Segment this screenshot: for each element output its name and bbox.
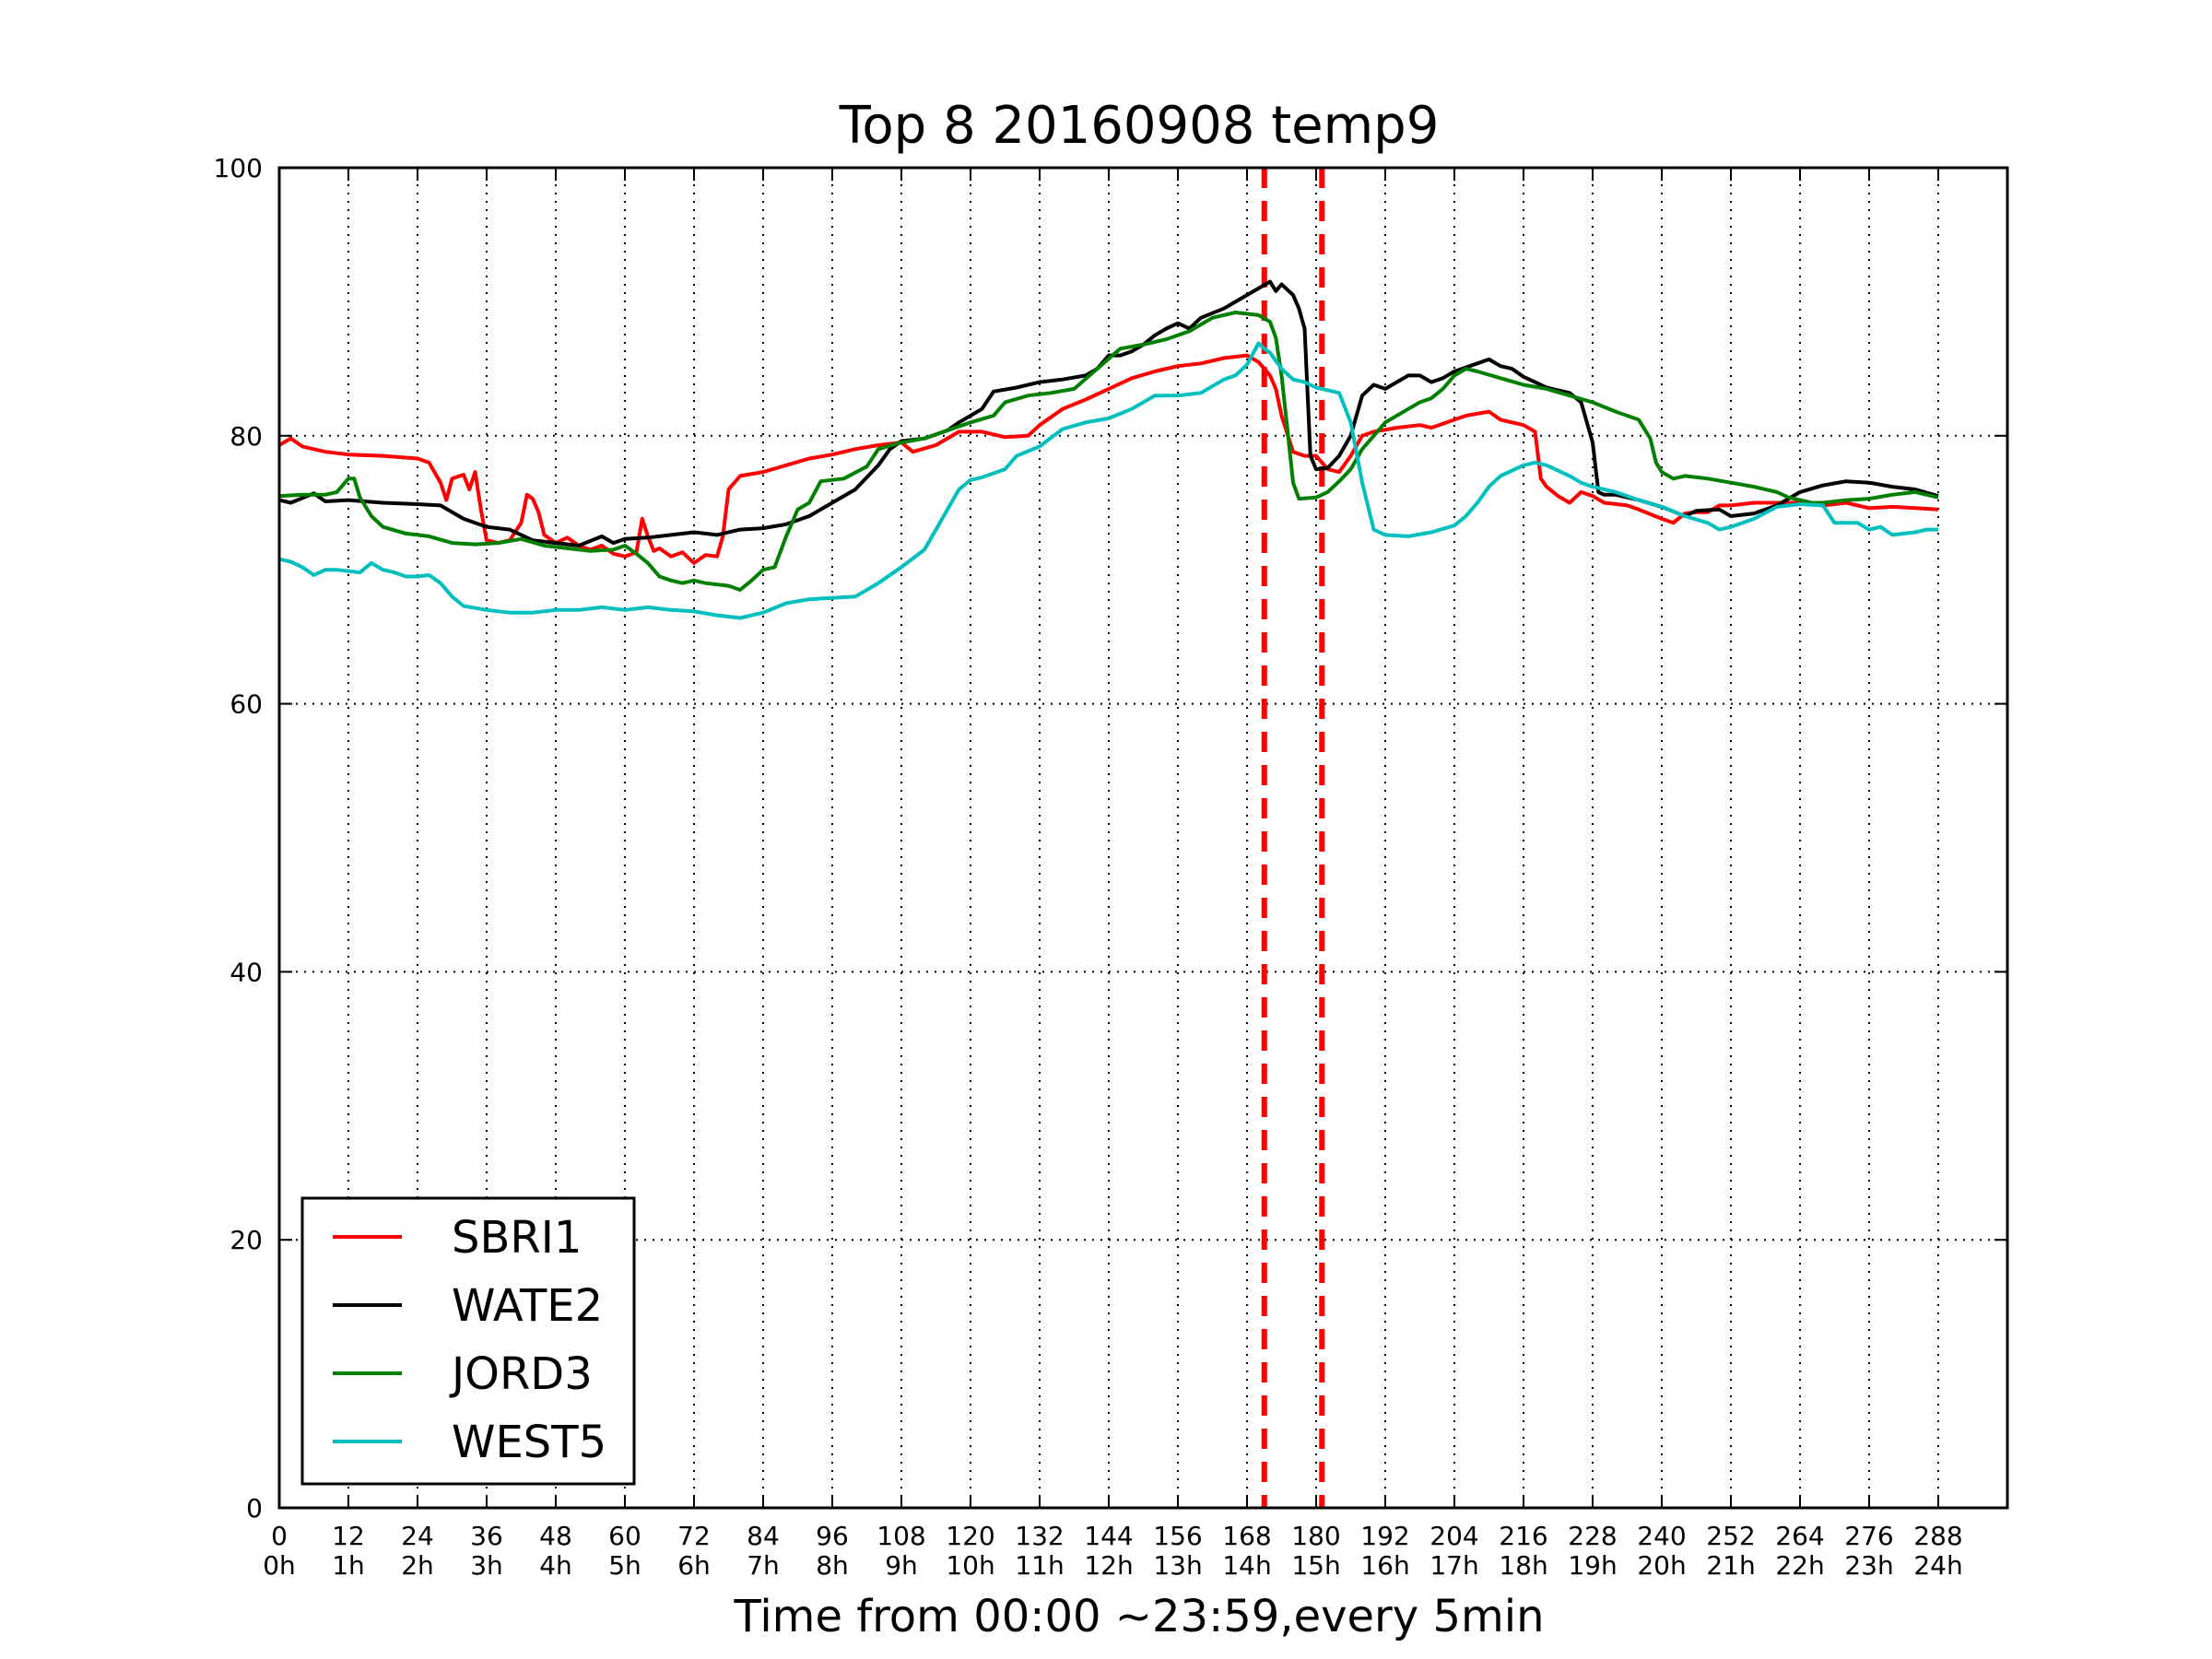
x-tick-sublabel: 14h — [1222, 1550, 1271, 1581]
x-tick-label: 36 — [470, 1521, 503, 1551]
x-tick-label: 48 — [539, 1521, 572, 1551]
series-line-sbri1 — [277, 353, 1939, 565]
x-tick-sublabel: 6h — [677, 1550, 711, 1581]
series-line-west5 — [278, 341, 1938, 620]
vertical-markers — [1261, 168, 1325, 1508]
x-tick-sublabel: 8h — [816, 1550, 849, 1581]
x-tick-sublabel: 10h — [946, 1550, 994, 1581]
x-tick-label: 84 — [747, 1521, 780, 1551]
x-tick-sublabel: 21h — [1706, 1550, 1755, 1581]
x-tick-sublabel: 23h — [1844, 1550, 1893, 1581]
axis-ticks: 00h121h242h363h484h605h726h847h968h1089h… — [214, 153, 2007, 1581]
x-tick-label: 120 — [946, 1521, 994, 1551]
x-tick-sublabel: 4h — [539, 1550, 572, 1581]
x-tick-sublabel: 24h — [1913, 1550, 1962, 1581]
x-tick-sublabel: 11h — [1015, 1550, 1064, 1581]
x-tick-label: 252 — [1706, 1521, 1755, 1551]
x-tick-sublabel: 20h — [1637, 1550, 1686, 1581]
series-line-wate2 — [278, 279, 1939, 547]
x-tick-label: 12 — [332, 1521, 365, 1551]
x-tick-label: 216 — [1499, 1521, 1547, 1551]
x-tick-sublabel: 7h — [747, 1550, 780, 1581]
x-tick-label: 288 — [1913, 1521, 1962, 1551]
x-tick-sublabel: 15h — [1291, 1550, 1340, 1581]
x-tick-sublabel: 13h — [1153, 1550, 1202, 1581]
legend-label-sbri1: SBRI1 — [452, 1212, 582, 1264]
x-tick-label: 228 — [1568, 1521, 1617, 1551]
x-tick-sublabel: 5h — [608, 1550, 641, 1581]
x-tick-label: 264 — [1775, 1521, 1824, 1551]
plot-frame — [277, 166, 2009, 1510]
y-tick-label: 20 — [229, 1225, 263, 1255]
x-tick-label: 204 — [1430, 1521, 1478, 1551]
x-tick-sublabel: 18h — [1499, 1550, 1547, 1581]
x-tick-sublabel: 22h — [1775, 1550, 1824, 1581]
x-tick-label: 72 — [677, 1521, 711, 1551]
y-tick-label: 80 — [229, 421, 263, 452]
x-tick-label: 180 — [1291, 1521, 1340, 1551]
x-tick-sublabel: 1h — [332, 1550, 365, 1581]
y-tick-label: 100 — [214, 153, 263, 183]
x-tick-sublabel: 3h — [470, 1550, 503, 1581]
legend: SBRI1 WATE2 JORD3 WEST5 — [300, 1196, 636, 1486]
x-tick-sublabel: 19h — [1568, 1550, 1617, 1581]
y-tick-label: 60 — [229, 689, 263, 720]
legend-label-jord3: JORD3 — [449, 1348, 593, 1400]
x-tick-label: 132 — [1015, 1521, 1064, 1551]
x-axis-label: Time from 00:00 ~23:59,every 5min — [734, 1591, 1545, 1642]
x-tick-label: 156 — [1153, 1521, 1202, 1551]
x-tick-label: 144 — [1084, 1521, 1133, 1551]
x-tick-sublabel: 9h — [885, 1550, 918, 1581]
x-tick-sublabel: 17h — [1430, 1550, 1478, 1581]
y-tick-label: 0 — [246, 1493, 263, 1524]
series-lines — [277, 279, 1939, 620]
x-tick-sublabel: 2h — [401, 1550, 434, 1581]
x-tick-label: 96 — [816, 1521, 849, 1551]
series-line-jord3 — [278, 311, 1939, 592]
x-tick-label: 60 — [608, 1521, 641, 1551]
y-tick-label: 40 — [229, 957, 263, 987]
x-tick-sublabel: 16h — [1360, 1550, 1409, 1581]
x-tick-label: 0 — [271, 1521, 288, 1551]
legend-box — [300, 1196, 636, 1486]
x-tick-sublabel: 0h — [263, 1550, 296, 1581]
x-tick-label: 168 — [1222, 1521, 1271, 1551]
x-tick-label: 192 — [1360, 1521, 1409, 1551]
legend-label-west5: WEST5 — [452, 1417, 606, 1468]
x-tick-label: 240 — [1637, 1521, 1686, 1551]
x-tick-label: 24 — [401, 1521, 434, 1551]
x-tick-label: 276 — [1844, 1521, 1893, 1551]
x-tick-label: 108 — [877, 1521, 925, 1551]
x-tick-sublabel: 12h — [1084, 1550, 1133, 1581]
chart-title: Top 8 20160908 temp9 — [839, 96, 1440, 156]
legend-label-wate2: WATE2 — [452, 1280, 603, 1332]
